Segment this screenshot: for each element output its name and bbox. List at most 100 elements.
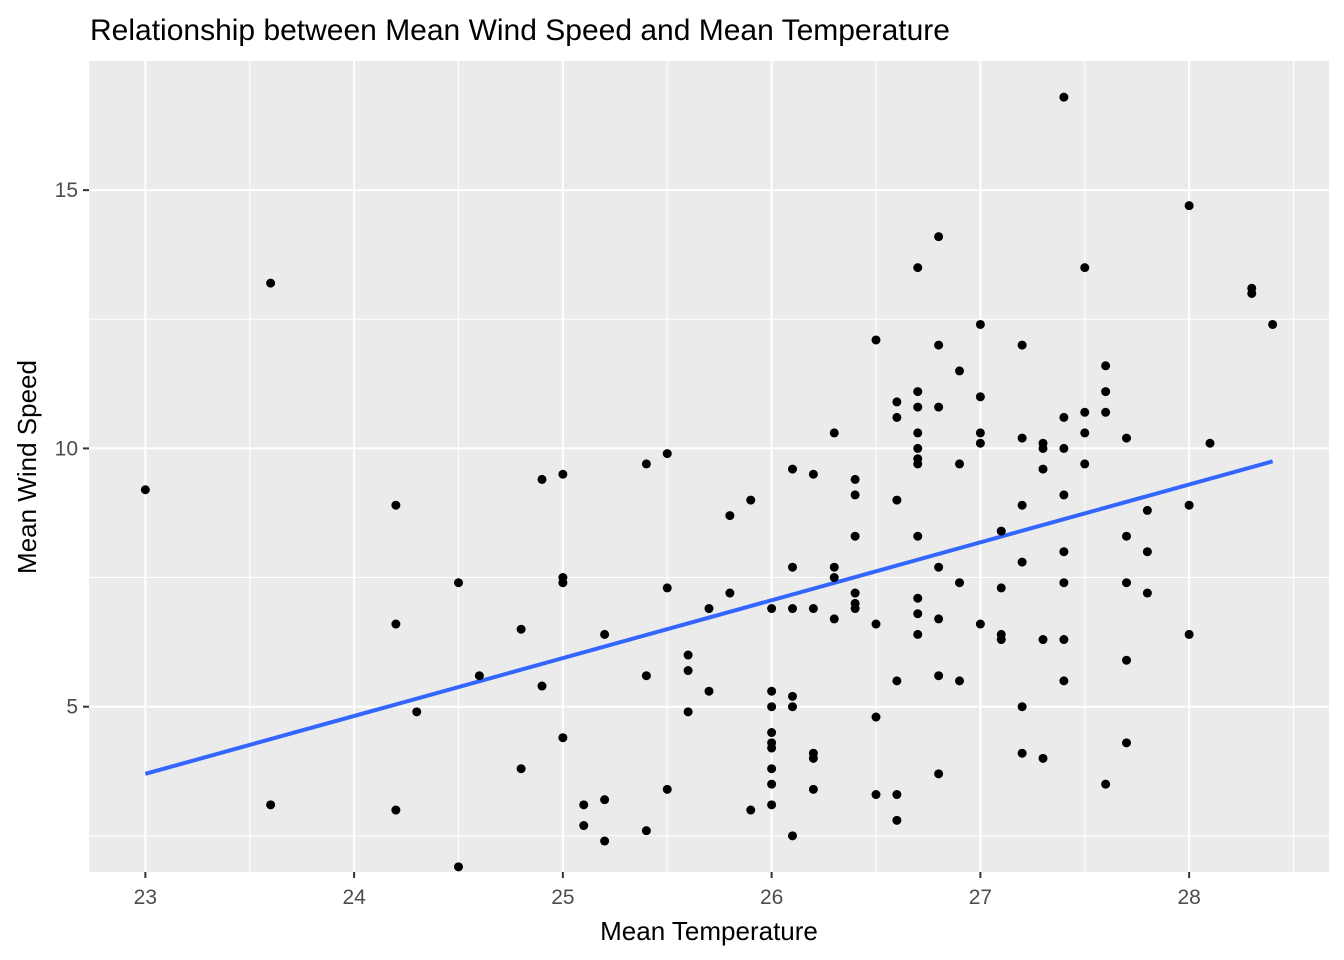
data-point <box>1080 263 1090 273</box>
data-point <box>453 862 463 872</box>
data-point <box>704 604 714 614</box>
data-point <box>767 764 777 774</box>
data-point <box>892 676 902 686</box>
data-point <box>1184 201 1194 211</box>
data-point <box>934 340 944 350</box>
data-point <box>1038 464 1048 474</box>
data-point <box>1101 387 1111 397</box>
data-point <box>829 428 839 438</box>
data-point <box>955 459 965 469</box>
data-point <box>934 769 944 779</box>
x-tick-label: 25 <box>551 886 574 909</box>
data-point <box>913 428 923 438</box>
data-point <box>1038 443 1048 453</box>
data-point <box>1038 753 1048 763</box>
data-point <box>871 790 881 800</box>
data-point <box>788 464 798 474</box>
data-point <box>537 474 547 484</box>
x-tick-label: 26 <box>760 886 783 909</box>
data-point <box>391 500 401 510</box>
data-point <box>788 691 798 701</box>
y-tick-label: 10 <box>55 437 78 460</box>
data-point <box>1038 635 1048 645</box>
data-point <box>1122 433 1132 443</box>
data-point <box>140 485 150 495</box>
data-point <box>1017 557 1027 567</box>
data-point <box>1059 578 1069 588</box>
data-point <box>1059 443 1069 453</box>
data-point <box>767 686 777 696</box>
x-tick-label: 27 <box>969 886 992 909</box>
trend-line <box>144 459 1274 776</box>
data-point <box>537 681 547 691</box>
data-point <box>1142 547 1152 557</box>
data-point <box>913 531 923 541</box>
data-point <box>1017 433 1027 443</box>
data-point <box>955 676 965 686</box>
data-point <box>892 815 902 825</box>
data-point <box>788 604 798 614</box>
data-point <box>641 671 651 681</box>
data-point <box>1142 505 1152 515</box>
data-point <box>996 583 1006 593</box>
data-point <box>829 614 839 624</box>
data-point <box>934 614 944 624</box>
data-point <box>1017 500 1027 510</box>
data-point <box>829 573 839 583</box>
data-point <box>913 593 923 603</box>
x-tick-label: 28 <box>1177 886 1200 909</box>
data-point <box>996 635 1006 645</box>
data-point <box>266 278 276 288</box>
data-point <box>850 588 860 598</box>
data-point <box>516 624 526 634</box>
data-point <box>892 412 902 422</box>
data-point <box>1080 428 1090 438</box>
x-axis-ticks: 23 24 25 26 27 28 <box>134 872 1201 909</box>
data-point <box>1059 547 1069 557</box>
data-point <box>600 795 610 805</box>
data-point <box>1122 655 1132 665</box>
data-point <box>662 784 672 794</box>
data-point <box>558 578 568 588</box>
data-point <box>788 562 798 572</box>
data-point <box>934 671 944 681</box>
data-point <box>850 490 860 500</box>
data-point <box>1122 531 1132 541</box>
data-point <box>871 335 881 345</box>
data-point <box>1101 361 1111 371</box>
data-point <box>767 743 777 753</box>
data-point <box>1080 459 1090 469</box>
data-point <box>683 707 693 717</box>
data-point <box>955 366 965 376</box>
data-point <box>1059 92 1069 102</box>
data-point <box>934 402 944 412</box>
data-point <box>871 619 881 629</box>
data-point <box>600 836 610 846</box>
data-point <box>808 753 818 763</box>
data-point <box>391 805 401 815</box>
y-axis-title: Mean Wind Speed <box>12 360 42 574</box>
data-point <box>892 397 902 407</box>
data-point <box>934 232 944 242</box>
data-point <box>996 526 1006 536</box>
data-point <box>1080 407 1090 417</box>
data-point <box>266 800 276 810</box>
data-point <box>788 831 798 841</box>
data-point <box>1017 702 1027 712</box>
data-point <box>1122 738 1132 748</box>
data-point <box>558 469 568 479</box>
data-point <box>662 449 672 459</box>
data-point <box>1059 635 1069 645</box>
data-point <box>579 800 589 810</box>
data-point <box>662 583 672 593</box>
data-point <box>850 531 860 541</box>
data-point <box>725 588 735 598</box>
data-point <box>1247 288 1257 298</box>
data-point <box>1059 676 1069 686</box>
data-point <box>767 779 777 789</box>
data-point <box>746 805 756 815</box>
data-point <box>516 764 526 774</box>
data-point <box>975 619 985 629</box>
x-axis-title: Mean Temperature <box>600 916 818 946</box>
